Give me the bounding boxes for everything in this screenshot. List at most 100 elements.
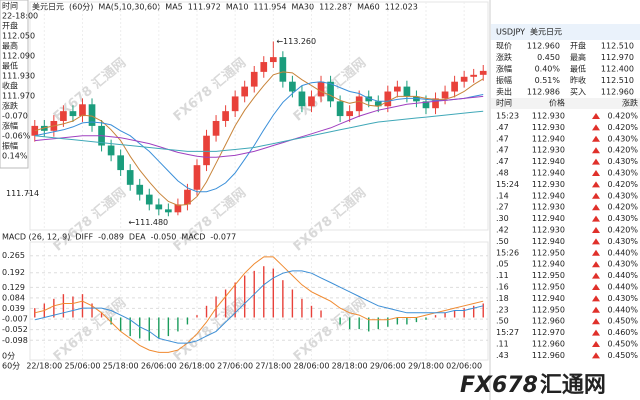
x-tick-label: 22/18:00 (26, 362, 62, 371)
trade-change: 0.430% (607, 134, 638, 143)
macd-bar (81, 294, 84, 318)
up-arrow (592, 204, 600, 211)
logo-brand: FX678 (460, 373, 538, 398)
quote-label: 昨收 (570, 75, 586, 85)
macd-frame (29, 241, 489, 361)
macd-bar (158, 317, 160, 339)
trade-change: 0.440% (607, 248, 638, 257)
candle-body (460, 76, 468, 82)
y-tick-label: -0.052 (2, 325, 28, 334)
trade-price: 112.950 (532, 283, 565, 292)
macd-bar (119, 317, 122, 332)
quote-value: 112.960 (601, 88, 634, 97)
quote-label: 最高 (570, 52, 586, 62)
macd-bar (453, 310, 456, 318)
info-label: 时间 (2, 1, 18, 11)
trade-change: 0.430% (607, 157, 638, 166)
trade-time: .47 (496, 146, 509, 155)
chart-subtitle: (60分) (69, 3, 93, 12)
quote-value: 112.510 (601, 42, 634, 51)
candle-body (184, 189, 191, 205)
candle-body (31, 125, 39, 136)
up-arrow (592, 158, 600, 165)
legend-value: 112.287 (319, 3, 352, 12)
up-arrow (592, 318, 600, 325)
info-value: 22-18:00 (2, 12, 38, 21)
trade-price: 112.960 (532, 317, 565, 326)
x-tick-label: 25/06:00 (65, 362, 101, 371)
trade-change: 0.420% (607, 146, 638, 155)
info-value: 111.930 (2, 72, 35, 81)
macd-bar (482, 303, 484, 318)
candle-body (289, 81, 296, 92)
candle-body (241, 86, 249, 97)
macd-bar (224, 289, 227, 318)
trade-time: .27 (496, 203, 509, 212)
price-frame (29, 1, 489, 231)
trade-price: 112.940 (532, 237, 565, 246)
macd-bar (110, 317, 112, 325)
info-label: 收盘 (2, 81, 18, 91)
trade-price: 112.950 (532, 305, 565, 314)
trade-time: .11 (496, 340, 509, 349)
trade-time: .16 (496, 283, 509, 292)
quote-label: 最低 (570, 64, 586, 74)
macd-bar (91, 303, 93, 318)
candle-body (250, 71, 258, 87)
trade-time: .23 (496, 305, 509, 314)
trade-time: .48 (496, 169, 509, 178)
macd-bar (282, 280, 284, 318)
macd-bar (406, 317, 408, 325)
trade-price: 112.930 (532, 180, 565, 189)
trade-time: .30 (496, 214, 509, 223)
quote-value: 112.986 (527, 88, 560, 97)
period-selector[interactable]: 60分 (2, 362, 20, 371)
info-value: 0.14% (2, 152, 28, 161)
legend-value: -0.050 (151, 233, 177, 242)
quote-label: 涨跌 (496, 52, 512, 62)
candle-body (69, 111, 77, 117)
x-tick-label: 29/06:00 (370, 362, 406, 371)
macd-bar (387, 317, 389, 327)
x-tick-label: 27/06:00 (217, 362, 253, 371)
up-arrow (592, 284, 600, 290)
low-label: ←111.480 (128, 218, 168, 227)
up-arrow (592, 329, 600, 336)
candle-body (136, 184, 144, 195)
candle-body (145, 194, 153, 205)
quote-header (491, 24, 640, 40)
indicator-name: MA(5,10,30,60) (98, 3, 160, 12)
quote-label: 现价 (496, 42, 512, 51)
candle-body (222, 111, 229, 121)
trade-price: 112.940 (532, 191, 565, 200)
macd-bar (167, 317, 170, 337)
candle-body (317, 81, 325, 97)
candle-body (269, 57, 277, 63)
macd-bar (129, 317, 131, 337)
trade-time: .50 (496, 317, 509, 326)
info-value: 112.090 (2, 52, 35, 61)
candle-body (203, 135, 210, 166)
trade-price: 112.940 (532, 157, 565, 166)
info-panel (0, 0, 29, 169)
legend-name: MA60 (357, 3, 380, 12)
up-arrow (592, 135, 600, 142)
macd-bar (415, 317, 418, 323)
candle-body (451, 81, 458, 92)
info-label: 最低 (2, 61, 18, 71)
info-label: 涨跌 (2, 101, 18, 111)
trade-change: 0.430% (607, 294, 638, 303)
candle-body (88, 104, 96, 126)
trade-change: 0.420% (607, 123, 638, 132)
info-label: 开盘 (2, 21, 18, 31)
candle-body (298, 91, 306, 107)
up-arrow (592, 261, 600, 268)
candle-body (79, 104, 86, 117)
quote-value: 112.510 (601, 76, 634, 85)
macd-bar (243, 275, 246, 318)
trade-time: 15:26 (496, 248, 519, 257)
candle-body (165, 209, 172, 213)
trade-change: 0.430% (607, 191, 638, 200)
trade-change: 0.450% (607, 340, 638, 349)
candle-body (346, 111, 353, 117)
